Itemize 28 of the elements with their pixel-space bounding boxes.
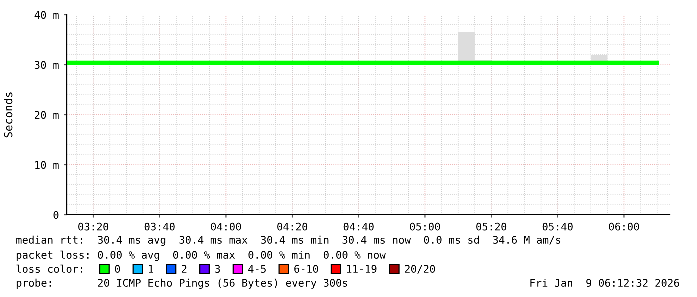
y-tick-label: 10 m — [36, 161, 59, 170]
legend-label: 11-19 — [347, 265, 377, 274]
legend-label: 2 — [182, 265, 187, 273]
y-tick-label: 20 m — [35, 111, 59, 120]
x-tick-label: 06:00 — [609, 222, 640, 231]
y-tick-label: 40 m — [34, 11, 59, 20]
x-tick-label: 05:40 — [542, 222, 573, 231]
x-tick-label: 03:20 — [78, 222, 109, 231]
legend-label: 0 — [115, 265, 120, 274]
y-axis-title: Seconds — [4, 92, 13, 138]
legend-label: 4-5 — [248, 265, 266, 274]
legend-label: 20/20 — [405, 265, 436, 274]
legend-label: 6-10 — [294, 265, 318, 274]
legend-title: loss color: — [16, 264, 82, 274]
x-tick-label: 04:20 — [278, 222, 308, 231]
y-tick-label: 0 — [54, 211, 59, 220]
x-tick-label: 05:00 — [410, 222, 440, 231]
text: packet loss: 0.00 % avg 0.00 % max 0.00 % min 0.00 % now — [16, 250, 386, 262]
text: median rtt: 30.4 ms avg 30.4 ms max 30.4 ms min 30.4 ms now 0.0 ms sd 34.6 M am/s — [16, 236, 561, 246]
y-tick-label: 30 m — [34, 61, 59, 70]
x-tick-label: 04:40 — [344, 222, 374, 231]
text: Fri Jan 9 06:12:32 2026 — [530, 278, 680, 288]
x-tick-label: 04:00 — [211, 222, 242, 231]
x-tick-label: 03:40 — [144, 222, 175, 231]
x-tick-label: 05:20 — [476, 222, 507, 231]
legend-label: 1 — [149, 265, 154, 273]
text: probe: 20 ICMP Echo Pings (56 Bytes) every 300s — [16, 278, 348, 290]
legend-label: 3 — [215, 265, 220, 274]
